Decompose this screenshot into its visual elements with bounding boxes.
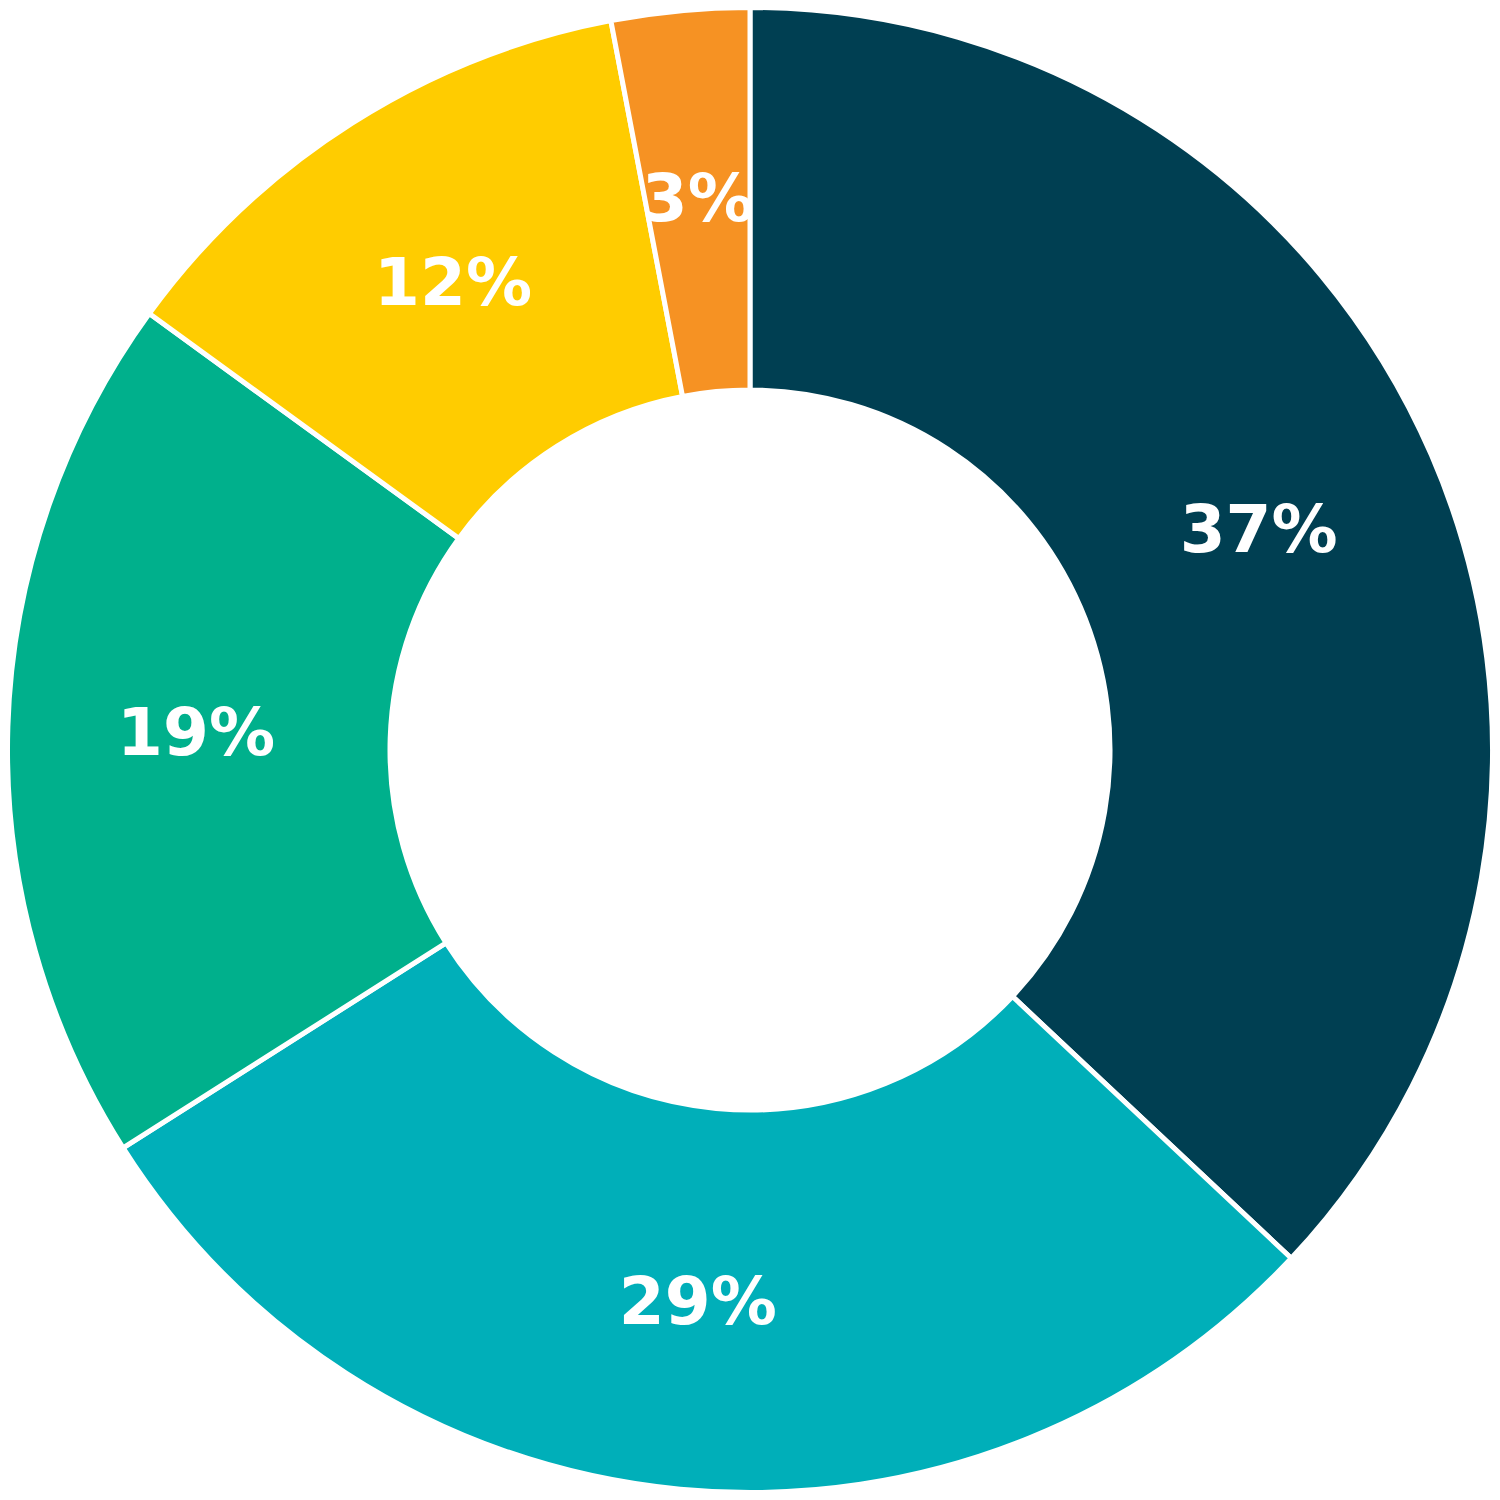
svg-text:3%: 3% (642, 160, 754, 237)
svg-text:12%: 12% (374, 244, 532, 321)
svg-text:19%: 19% (117, 694, 275, 771)
svg-text:29%: 29% (619, 1263, 777, 1340)
svg-text:37%: 37% (1180, 491, 1338, 568)
